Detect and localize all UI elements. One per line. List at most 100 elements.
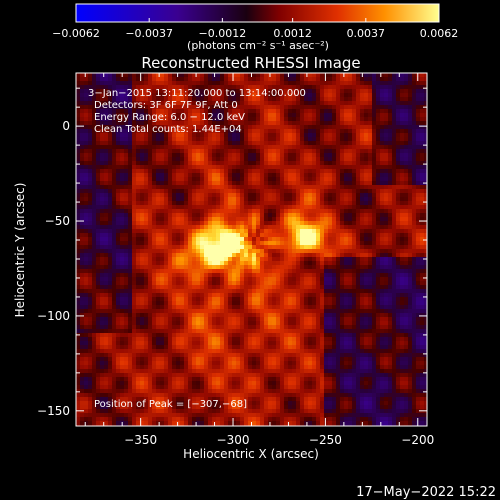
heatmap-cell [196,109,201,114]
heatmap-cell [244,249,249,254]
heatmap-cell [84,141,89,146]
heatmap-cell [100,201,105,206]
heatmap-cell [268,145,273,150]
colorbar-tick-label: −0.0037 [125,27,173,40]
heatmap-cell [404,109,409,114]
heatmap-cell [200,73,205,78]
heatmap-cell [372,145,377,150]
heatmap-cell [164,265,169,270]
heatmap-cell [248,241,253,246]
heatmap-cell [160,269,165,274]
heatmap-cell [124,77,129,82]
heatmap-cell [384,289,389,294]
heatmap-cell [296,201,301,206]
heatmap-cell [376,217,381,222]
heatmap-cell [400,201,405,206]
heatmap-cell [100,261,105,266]
heatmap-cell [80,225,85,230]
heatmap-cell [248,285,253,290]
heatmap-cell [96,281,101,286]
heatmap-cell [296,157,301,162]
heatmap-cell [132,117,137,122]
heatmap-cell [208,121,213,126]
heatmap-cell [416,149,421,154]
heatmap-cell [384,253,389,258]
heatmap-cell [176,217,181,222]
heatmap-cell [136,141,141,146]
heatmap-cell [332,169,337,174]
heatmap-cell [180,233,185,238]
heatmap-cell [220,277,225,282]
heatmap-cell [220,273,225,278]
heatmap-cell [420,245,425,250]
heatmap-cell [96,213,101,218]
heatmap-cell [360,217,365,222]
heatmap-cell [244,293,249,298]
heatmap-cell [376,181,381,186]
heatmap-cell [292,125,297,130]
heatmap-cell [344,169,349,174]
heatmap-cell [152,201,157,206]
heatmap-cell [280,221,285,226]
heatmap-cell [156,177,161,182]
heatmap-cell [84,213,89,218]
heatmap-cell [228,249,233,254]
heatmap-cell [404,145,409,150]
heatmap-cell [312,269,317,274]
heatmap-cell [360,221,365,226]
heatmap-cell [332,225,337,230]
heatmap-cell [304,229,309,234]
heatmap-cell [360,141,365,146]
heatmap-cell [196,141,201,146]
heatmap-cell [92,273,97,278]
heatmap-cell [136,269,141,274]
heatmap-cell [120,81,125,86]
heatmap-cell [264,293,269,298]
heatmap-cell [156,89,161,94]
heatmap-cell [92,209,97,214]
heatmap-cell [160,93,165,98]
heatmap-cell [328,73,333,78]
heatmap-cell [272,165,277,170]
heatmap-cell [140,245,145,250]
heatmap-cell [372,257,377,262]
heatmap-cell [292,81,297,86]
heatmap-cell [168,265,173,270]
heatmap-cell [336,109,341,114]
heatmap-cell [376,85,381,90]
heatmap-cell [100,233,105,238]
heatmap-cell [112,265,117,270]
heatmap-cell [380,141,385,146]
heatmap-cell [400,165,405,170]
heatmap-cell [344,161,349,166]
heatmap-cell [388,161,393,166]
heatmap-cell [348,205,353,210]
heatmap-cell [148,125,153,130]
heatmap-cell [164,141,169,146]
heatmap-cell [236,169,241,174]
heatmap-cell [364,137,369,142]
heatmap-cell [120,189,125,194]
heatmap-cell [136,185,141,190]
heatmap-cell [324,133,329,138]
heatmap-cell [320,273,325,278]
heatmap-cell [160,265,165,270]
heatmap-cell [76,113,81,118]
heatmap-cell [192,217,197,222]
heatmap-cell [360,93,365,98]
heatmap-cell [364,221,369,226]
heatmap-cell [304,181,309,186]
heatmap-cell [252,129,257,134]
heatmap-cell [308,105,313,110]
heatmap-cell [316,185,321,190]
heatmap-cell [276,169,281,174]
heatmap-cell [180,97,185,102]
heatmap-cell [348,129,353,134]
heatmap-cell [340,133,345,138]
heatmap-cell [80,73,85,78]
heatmap-cell [152,193,157,198]
heatmap-cell [256,157,261,162]
heatmap-cell [180,165,185,170]
heatmap-cell [80,269,85,274]
